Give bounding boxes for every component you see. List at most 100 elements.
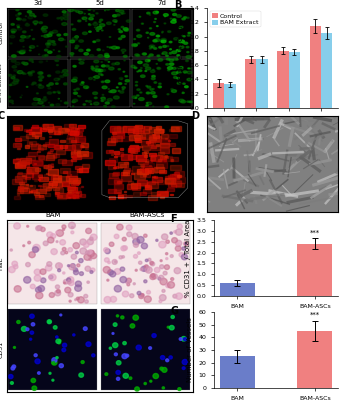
Circle shape — [73, 66, 76, 67]
Circle shape — [77, 264, 80, 267]
Circle shape — [112, 63, 116, 65]
Circle shape — [52, 362, 55, 364]
Circle shape — [158, 86, 161, 88]
Circle shape — [114, 234, 119, 239]
Circle shape — [48, 237, 54, 243]
Bar — [63, 171, 67, 173]
Bar — [40, 137, 44, 139]
FancyBboxPatch shape — [8, 310, 97, 390]
Circle shape — [161, 234, 168, 240]
Circle shape — [79, 40, 83, 42]
Circle shape — [59, 364, 63, 368]
Circle shape — [157, 67, 160, 69]
Bar — [76, 192, 79, 193]
Circle shape — [9, 374, 13, 379]
Bar — [171, 180, 181, 186]
Circle shape — [118, 29, 120, 30]
Circle shape — [87, 281, 89, 283]
Circle shape — [49, 102, 50, 103]
Circle shape — [65, 102, 68, 104]
Bar — [75, 132, 82, 136]
Circle shape — [29, 252, 35, 258]
Circle shape — [157, 68, 161, 70]
Circle shape — [104, 296, 111, 303]
Circle shape — [119, 78, 123, 79]
Bar — [77, 128, 82, 131]
Circle shape — [29, 46, 34, 48]
Circle shape — [117, 87, 118, 88]
Bar — [45, 174, 55, 179]
FancyBboxPatch shape — [8, 59, 68, 107]
Circle shape — [83, 18, 84, 19]
Circle shape — [139, 294, 144, 299]
Circle shape — [31, 71, 34, 72]
Circle shape — [136, 54, 140, 56]
Y-axis label: Absorbance (450 nm): Absorbance (450 nm) — [177, 20, 184, 96]
Circle shape — [137, 291, 141, 295]
Circle shape — [15, 62, 20, 65]
Circle shape — [38, 86, 44, 88]
Circle shape — [47, 320, 51, 324]
Bar — [69, 174, 71, 175]
Circle shape — [38, 76, 44, 78]
Bar — [40, 128, 47, 131]
Circle shape — [110, 271, 116, 277]
Circle shape — [20, 51, 26, 54]
Circle shape — [57, 34, 61, 36]
Bar — [168, 175, 170, 176]
Circle shape — [9, 84, 11, 86]
Circle shape — [76, 251, 78, 254]
Bar — [18, 172, 21, 174]
Circle shape — [109, 36, 111, 37]
Circle shape — [149, 28, 151, 29]
Circle shape — [184, 17, 187, 18]
Circle shape — [62, 11, 66, 13]
Circle shape — [182, 360, 188, 364]
Circle shape — [56, 71, 60, 73]
Bar — [160, 196, 164, 198]
Circle shape — [145, 259, 148, 262]
Circle shape — [96, 40, 100, 42]
Circle shape — [73, 99, 78, 102]
Circle shape — [178, 388, 181, 390]
Bar — [165, 155, 167, 157]
Circle shape — [171, 278, 174, 280]
Circle shape — [134, 243, 138, 247]
Circle shape — [163, 271, 167, 275]
Circle shape — [174, 268, 181, 274]
Circle shape — [57, 55, 61, 58]
Circle shape — [158, 278, 161, 280]
Circle shape — [79, 59, 81, 60]
Bar — [165, 191, 168, 192]
Bar — [117, 180, 121, 183]
Bar — [34, 192, 39, 195]
Bar — [167, 188, 174, 191]
Circle shape — [41, 99, 46, 102]
Circle shape — [127, 283, 130, 286]
Circle shape — [116, 361, 121, 365]
Circle shape — [176, 240, 182, 246]
Circle shape — [105, 56, 107, 57]
Circle shape — [49, 274, 56, 281]
Bar — [137, 169, 148, 174]
Circle shape — [59, 340, 61, 342]
Bar — [66, 194, 75, 198]
Circle shape — [91, 66, 93, 67]
Circle shape — [70, 53, 74, 55]
Circle shape — [39, 72, 42, 74]
Circle shape — [148, 258, 151, 261]
Bar — [48, 164, 53, 167]
Circle shape — [137, 35, 142, 38]
Bar — [113, 132, 124, 138]
Circle shape — [89, 78, 92, 80]
Circle shape — [66, 46, 68, 47]
Circle shape — [147, 12, 150, 14]
Bar — [58, 128, 68, 133]
Circle shape — [173, 58, 178, 60]
Circle shape — [117, 224, 123, 230]
Bar — [20, 188, 29, 193]
Circle shape — [171, 88, 173, 90]
Circle shape — [18, 13, 21, 14]
Circle shape — [88, 100, 91, 102]
Circle shape — [123, 342, 126, 345]
